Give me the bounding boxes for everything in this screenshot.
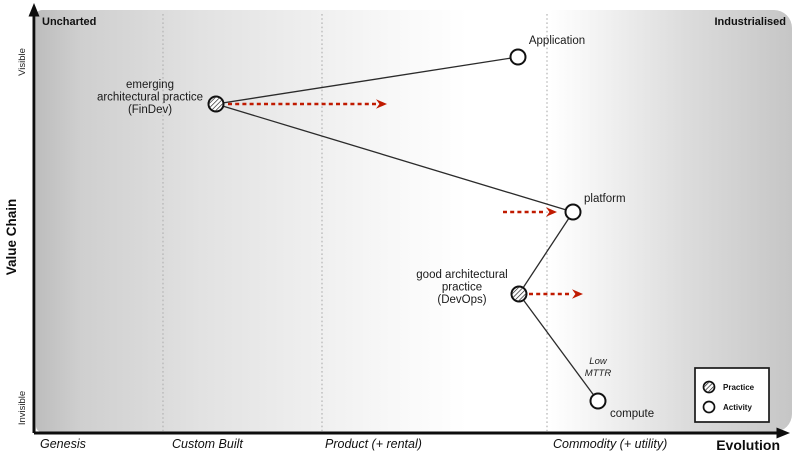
legend-practice-hatch [704, 382, 714, 392]
node-label-devops-line-2: (DevOps) [437, 294, 486, 306]
annotation-0-line-0: Low [589, 356, 608, 367]
edge-findev-application [215, 56, 519, 105]
node-label-compute-line-0: compute [610, 408, 654, 420]
node-compute-activity-icon [589, 392, 607, 410]
legend: Practice Activity [694, 367, 770, 423]
map-nodes [207, 48, 607, 410]
stage-label-0: Genesis [40, 437, 86, 451]
node-label-findev-line-1: architectural practice [97, 92, 203, 104]
stage-label-1: Custom Built [172, 437, 243, 451]
stage-label-3: Commodity (+ utility) [553, 437, 667, 451]
node-label-findev-line-2: (FinDev) [128, 104, 172, 116]
industrialised-label: Industrialised [714, 16, 786, 28]
legend-label-activity: Activity [723, 403, 752, 412]
node-label-devops-line-1: practice [442, 282, 482, 294]
value-chain-edges [215, 56, 599, 402]
y-axis-arrowhead-icon [28, 3, 40, 17]
legend-activity-activity-icon [702, 400, 716, 414]
node-label-findev-line-0: emerging [126, 79, 174, 91]
node-devops-hatch [512, 287, 526, 301]
node-label-platform-line-0: platform [584, 193, 626, 205]
invisible-label: Invisible [17, 391, 28, 425]
stage-boundary-lines [162, 14, 548, 431]
movement-arrows [228, 99, 583, 299]
visible-label: Visible [17, 48, 28, 76]
evolution-stage-labels: Genesis Custom Built Product (+ rental) Com… [40, 437, 667, 451]
node-application-activity-icon [509, 48, 527, 66]
node-label-application-line-0: Application [529, 35, 585, 47]
edge-platform-devops [518, 211, 574, 295]
node-label-devops-line-0: good architectural [416, 269, 507, 281]
evolution-gradient-background [36, 10, 792, 432]
node-platform-activity-icon [564, 203, 582, 221]
evolution-axis-label: Evolution [716, 437, 780, 453]
x-axis-arrowhead-icon [776, 427, 790, 439]
axes [28, 3, 790, 439]
uncharted-label: Uncharted [42, 16, 96, 28]
annotation-0-line-1: MTTR [585, 368, 612, 379]
edge-findev-platform [215, 103, 574, 213]
stage-label-2: Product (+ rental) [325, 437, 422, 451]
node-findev-hatch [209, 97, 223, 111]
edge-devops-compute [518, 293, 599, 402]
legend-box [694, 367, 770, 423]
legend-label-practice: Practice [723, 383, 755, 392]
value-chain-axis-label: Value Chain [4, 199, 19, 276]
